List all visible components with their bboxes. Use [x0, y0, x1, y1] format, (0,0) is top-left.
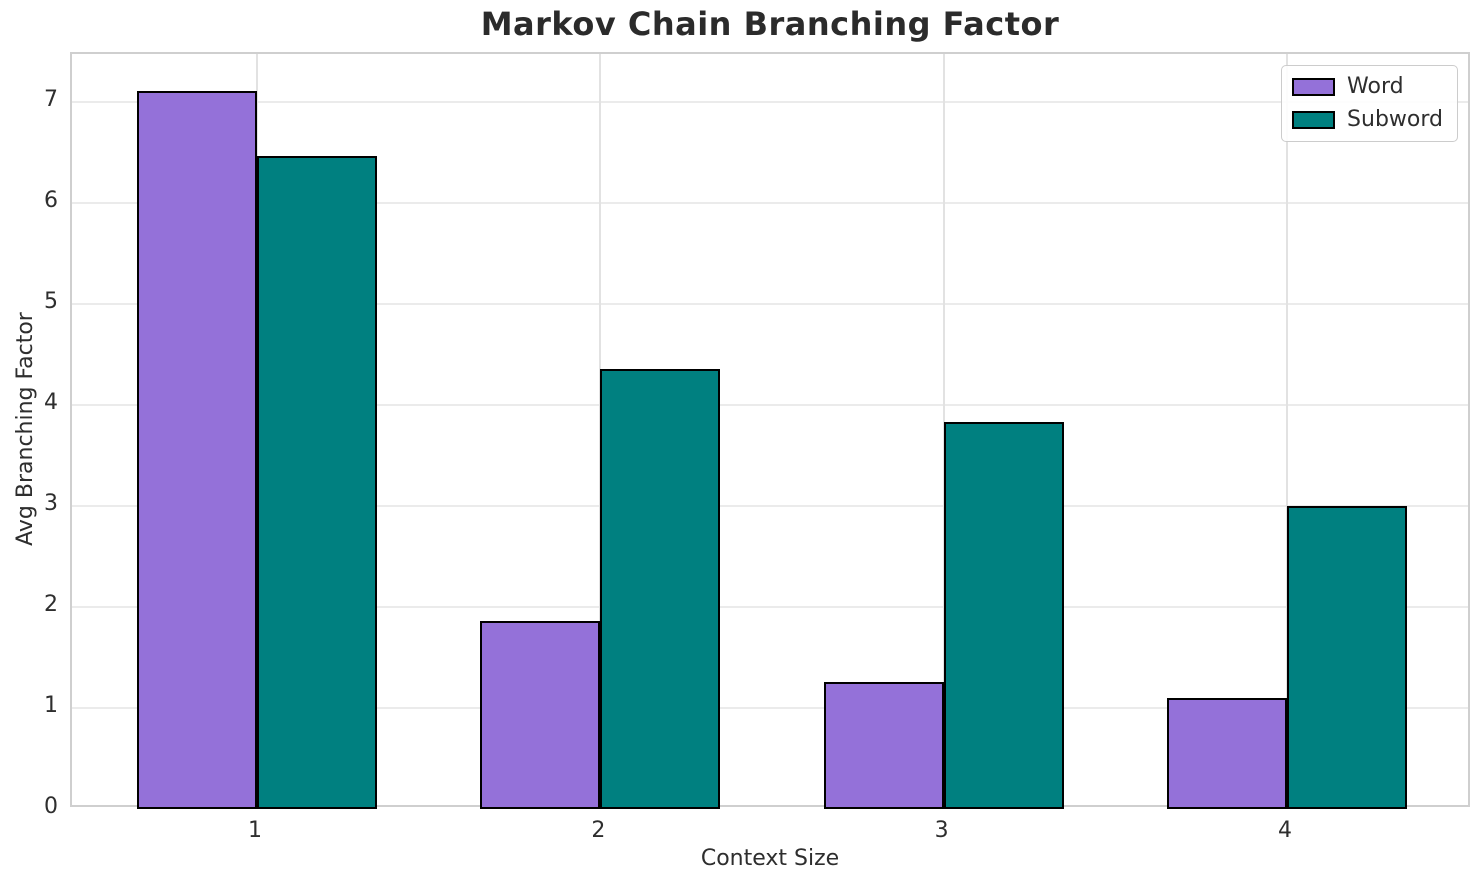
- y-tick-label-6: 6: [44, 187, 58, 213]
- y-tick-label-1: 1: [44, 692, 58, 718]
- bar-subword-context-1: [257, 156, 377, 809]
- chart-title: Markov Chain Branching Factor: [480, 5, 1060, 43]
- legend-label-word: Word: [1347, 74, 1404, 99]
- legend-item-subword: Subword: [1292, 107, 1443, 133]
- gridline-vertical-4: [1286, 54, 1288, 805]
- x-tick-label-2: 2: [591, 818, 606, 843]
- y-tick-label-7: 7: [44, 86, 58, 112]
- gridline-horizontal-6: [72, 201, 1468, 204]
- x-tick-label-4: 4: [1278, 818, 1292, 843]
- plot-area: Word Subword: [70, 52, 1470, 809]
- x-axis-label: Context Size: [700, 846, 840, 871]
- y-tick-label-4: 4: [44, 389, 58, 415]
- bar-word-context-2: [480, 621, 601, 809]
- gridline-horizontal-3: [72, 504, 1468, 507]
- legend-swatch-word: [1292, 78, 1336, 96]
- bar-word-context-3: [823, 681, 944, 809]
- y-axis-label: Avg Branching Factor: [13, 312, 38, 546]
- legend-item-word: Word: [1292, 74, 1443, 100]
- x-tick-label-1: 1: [248, 818, 262, 843]
- gridline-horizontal-7: [72, 100, 1468, 103]
- gridline-horizontal-1: [72, 706, 1468, 709]
- gridline-horizontal-4: [72, 403, 1468, 406]
- y-tick-label-0: 0: [44, 794, 58, 819]
- legend: Word Subword: [1281, 65, 1458, 142]
- bar-subword-context-3: [943, 421, 1064, 809]
- x-tick-label-3: 3: [934, 818, 949, 843]
- legend-swatch-subword: [1292, 111, 1336, 129]
- bar-subword-context-2: [600, 369, 721, 809]
- y-tick-label-3: 3: [44, 490, 58, 516]
- y-tick-label-5: 5: [44, 288, 58, 314]
- gridline-horizontal-2: [72, 605, 1468, 608]
- y-tick-label-2: 2: [44, 591, 58, 617]
- legend-label-subword: Subword: [1347, 107, 1443, 132]
- bar-word-context-1: [137, 91, 257, 809]
- gridline-horizontal-5: [72, 302, 1468, 305]
- bar-word-context-4: [1167, 697, 1287, 809]
- bar-subword-context-4: [1287, 505, 1407, 809]
